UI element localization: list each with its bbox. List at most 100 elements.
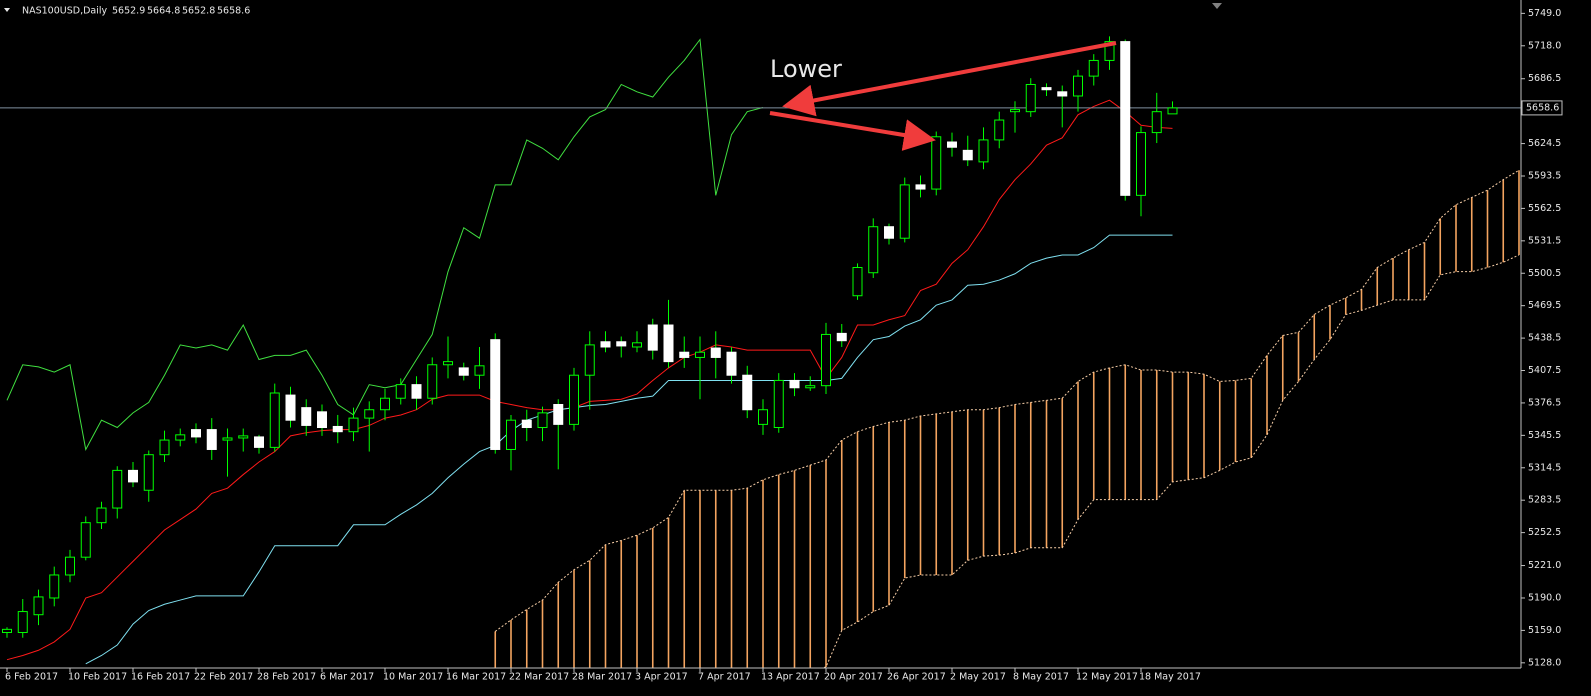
candle-body [758,409,768,425]
x-tick-label: 16 Feb 2017 [131,672,190,683]
candle-body [128,469,138,483]
candle-body [80,522,91,558]
candle-body [679,351,690,358]
candle-body [380,397,390,411]
candle-body [962,149,973,161]
x-tick-label: 6 Mar 2017 [320,672,374,683]
x-tick-label: 6 Feb 2017 [5,672,58,683]
candle-body [1010,109,1020,113]
candle-body [285,394,296,421]
x-tick-label: 10 Feb 2017 [68,672,127,683]
cloud-edge [820,254,1520,668]
x-tick-label: 22 Feb 2017 [194,672,253,683]
x-tick-label: 8 May 2017 [1013,672,1069,683]
candle-body [695,351,705,358]
cloud-edge [494,169,1520,632]
candle-body [1041,87,1052,91]
candle-body [600,341,611,348]
candle-body [33,596,44,616]
y-tick-label: 5469.5 [1528,300,1561,311]
candle-body [364,409,375,419]
candle-body [915,184,926,190]
y-tick-label: 5749.0 [1528,8,1561,19]
x-tick-label: 10 Mar 2017 [383,672,443,683]
x-tick-label: 2 May 2017 [950,672,1006,683]
candle-body [1104,41,1115,61]
candle-body [663,324,674,363]
candle-body [1025,83,1036,113]
chart-shift-marker[interactable] [1212,3,1222,9]
y-tick-label: 5718.0 [1528,40,1561,51]
current-price-box [1521,100,1563,116]
candle-body [584,344,595,376]
candle-body [112,469,123,509]
y-tick-label: 5407.5 [1528,365,1561,376]
symbol-menu-icon[interactable] [4,8,10,12]
candle-body [348,417,359,433]
y-tick-label: 5593.5 [1528,170,1561,181]
candle-body [2,628,12,633]
candle-body [884,226,894,239]
candle-body [805,385,816,389]
y-tick-label: 5345.5 [1528,430,1561,441]
candle-body [1151,111,1162,134]
annotation-group: Lower [769,41,1117,151]
high-value: 5664.8 [147,6,180,17]
candle-body [458,367,469,376]
x-tick-label: 16 Mar 2017 [446,672,506,683]
candle-body [773,379,784,429]
candle-body [506,419,516,450]
x-tick-label: 13 Apr 2017 [761,672,820,683]
indicator-line [6,38,764,451]
candle-body [789,379,800,389]
annotation-arrow [782,41,1117,117]
candle-body [947,141,957,148]
candle-body [726,351,737,376]
candle-body [206,429,217,450]
x-tick-label: 20 Apr 2017 [824,672,883,683]
candle-body [616,341,627,347]
y-tick-label: 5376.5 [1528,397,1561,408]
close-value: 5658.6 [217,6,250,17]
candle-body [710,347,721,358]
y-tick-label: 5686.5 [1528,73,1561,84]
candle-body [427,364,438,399]
candle-body [395,384,406,399]
candle-body [96,507,107,524]
candle-body [65,556,75,576]
candle-body [821,333,831,387]
x-tick-label: 18 May 2017 [1139,672,1201,683]
candle-body [301,407,312,426]
open-value: 5652.9 [112,6,145,17]
candle-body [994,119,1005,141]
candle-body [931,136,942,190]
y-tick-label: 5438.5 [1528,333,1561,344]
candle-body [852,266,863,297]
candle-body [742,374,753,411]
candle-body [490,339,501,450]
x-tick-label: 7 Apr 2017 [698,672,751,683]
y-tick-label: 5314.5 [1528,462,1561,473]
plot-area [0,36,1521,668]
candle-body [1136,132,1146,196]
candle-body [632,342,642,348]
x-tick-label: 28 Feb 2017 [257,672,316,683]
x-tick-label: 28 Mar 2017 [572,672,632,683]
current-price-label: 5658.6 [1526,102,1559,113]
candle-body [49,574,60,599]
y-tick-label: 5500.5 [1528,268,1561,279]
candle-body [175,434,186,441]
annotation-text: Lower [770,55,842,83]
candle-body [269,392,280,448]
y-tick-label: 5531.5 [1528,235,1561,246]
low-value: 5652.8 [182,6,215,17]
candle-body [17,611,28,633]
y-tick-label: 5190.0 [1528,592,1561,603]
candle-body [474,365,485,376]
y-tick-label: 5221.0 [1528,560,1561,571]
candle-body [1088,59,1099,77]
candle-body [569,374,579,425]
candle-body [317,411,327,429]
candle-body [537,412,548,429]
